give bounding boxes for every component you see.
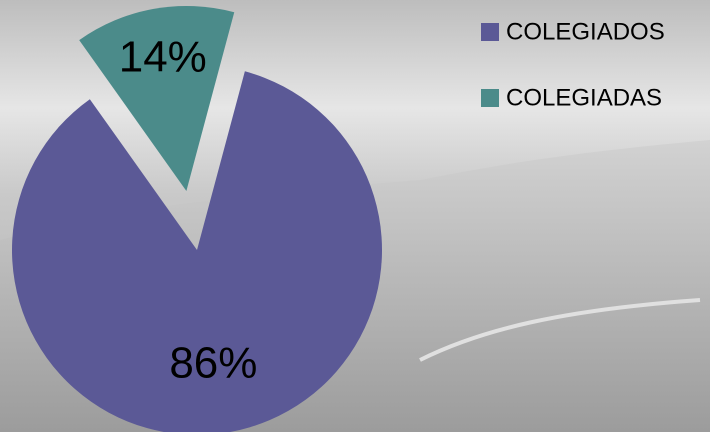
pie-slice (79, 5, 235, 191)
data-label: 14% (119, 32, 207, 81)
legend: COLEGIADOS COLEGIADAS (481, 18, 665, 111)
data-label: 86% (169, 339, 257, 388)
legend-swatch (481, 23, 499, 41)
legend-label: COLEGIADOS (506, 18, 665, 45)
pie: 86% 14% (12, 5, 382, 432)
legend-label: COLEGIADAS (506, 84, 662, 111)
background-path (419, 298, 701, 362)
pie-slice (12, 71, 382, 432)
legend-swatch (481, 89, 499, 107)
